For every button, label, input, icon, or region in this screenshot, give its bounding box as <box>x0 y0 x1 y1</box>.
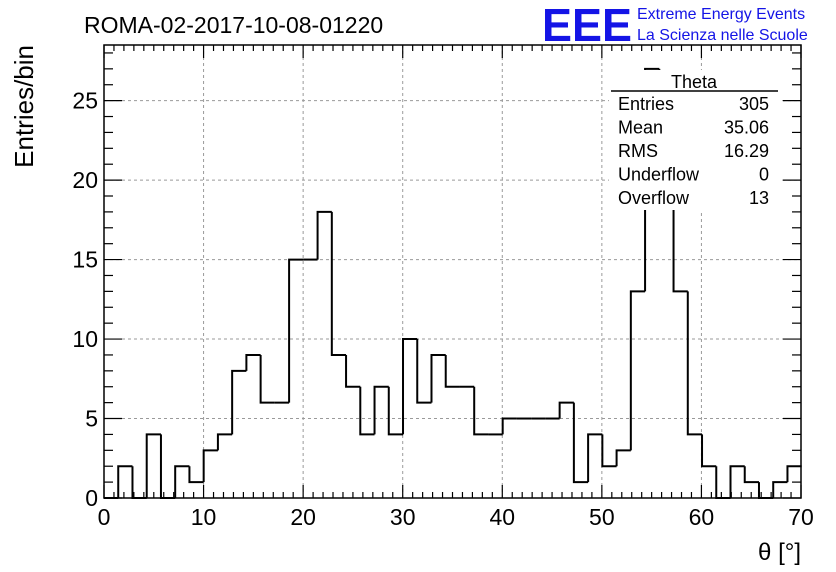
stats-row-label: Entries <box>618 94 674 114</box>
histogram-bin <box>644 67 660 292</box>
histogram-bin <box>131 466 147 499</box>
x-axis-label: θ [°] <box>758 539 801 566</box>
histogram-bin <box>587 433 603 483</box>
x-tick-label: 10 <box>191 504 217 530</box>
stats-row-value: 305 <box>739 94 769 114</box>
stats-row-value: 16.29 <box>724 141 769 161</box>
histogram-bin <box>686 291 703 436</box>
stats-row-label: Mean <box>618 118 663 138</box>
grid-lines <box>104 45 801 498</box>
chart-title: ROMA-02-2017-10-08-01220 <box>84 12 383 38</box>
histogram-bin <box>231 369 247 435</box>
histogram-bin <box>245 353 261 371</box>
stats-row-label: Underflow <box>618 165 700 185</box>
x-tick-label: 40 <box>489 504 515 530</box>
histogram-bin <box>743 466 759 484</box>
histogram-bin <box>729 465 745 498</box>
histogram-bin <box>188 466 204 484</box>
histogram-bin <box>601 434 617 468</box>
histogram-bin <box>216 433 233 451</box>
histogram-bin <box>159 434 176 499</box>
histogram-bin <box>558 401 574 419</box>
y-tick-label: 10 <box>72 326 98 352</box>
x-tick-label: 20 <box>290 504 316 530</box>
stats-row-label: Overflow <box>618 188 690 208</box>
histogram-bin <box>715 466 731 499</box>
histogram-bin <box>701 434 717 468</box>
stats-row-value: 13 <box>749 188 769 208</box>
stats-box: Theta Entries 305 Mean 35.06 RMS 16.29 Underfl… <box>609 70 779 210</box>
histogram-series <box>104 67 802 499</box>
histogram-bin <box>629 290 646 451</box>
histogram-bin <box>359 386 375 436</box>
logo-line-2: La Scienza nelle Scuole <box>637 27 808 44</box>
tick-labels: 0 10 20 30 40 50 60 70 0 5 10 15 20 25 <box>72 88 813 530</box>
histogram-bin <box>402 338 418 435</box>
stats-row-label: RMS <box>618 141 658 161</box>
histogram-bin <box>444 354 460 388</box>
histogram-bin <box>430 353 446 403</box>
y-axis-label: Entries/bin <box>9 45 39 168</box>
histogram-bin <box>772 481 788 498</box>
histogram-bin <box>416 339 432 404</box>
stats-row-value: 35.06 <box>724 118 769 138</box>
histogram-bin <box>288 258 304 403</box>
histogram-bin <box>145 433 161 498</box>
y-tick-label: 15 <box>72 247 98 273</box>
x-tick-label: 50 <box>589 504 615 530</box>
x-tick-label: 30 <box>390 504 416 530</box>
histogram-bin <box>330 211 347 356</box>
histogram-bin <box>473 386 489 436</box>
stats-box-background <box>609 70 779 210</box>
histogram-bin <box>572 402 589 484</box>
histogram-bin <box>786 465 802 483</box>
histogram-bin <box>615 449 631 467</box>
y-tick-label: 5 <box>85 406 98 432</box>
y-tick-label: 20 <box>72 167 98 193</box>
logo-line-1: Extreme Energy Events <box>637 6 805 23</box>
histogram-bin <box>316 210 332 260</box>
histogram-bin <box>259 354 275 404</box>
y-tick-label: 25 <box>72 88 98 114</box>
x-tick-label: 60 <box>689 504 715 530</box>
histogram-bin <box>387 386 404 436</box>
histogram-bin <box>373 385 389 435</box>
axis-ticks <box>103 45 802 499</box>
stats-row-value: 0 <box>759 165 769 185</box>
histogram-bin <box>345 354 361 388</box>
histogram-bin <box>202 449 218 483</box>
x-tick-label: 0 <box>98 504 111 530</box>
stats-box-name: Theta <box>671 72 718 92</box>
y-tick-label: 0 <box>85 485 98 511</box>
logo-letters: EEE <box>542 0 632 51</box>
histogram-bin <box>501 417 517 435</box>
histogram-bin <box>174 465 190 498</box>
x-tick-label: 70 <box>788 504 814 530</box>
histogram-bin <box>117 465 133 498</box>
